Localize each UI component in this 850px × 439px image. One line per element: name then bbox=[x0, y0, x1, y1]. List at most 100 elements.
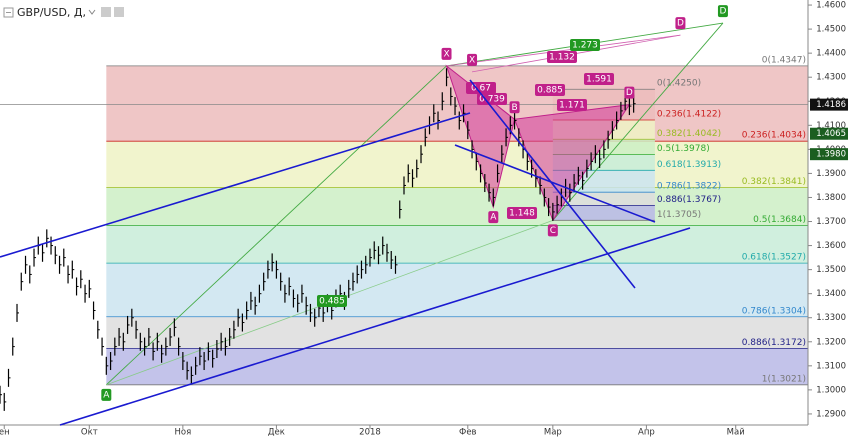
settings-icon[interactable] bbox=[101, 7, 111, 17]
fib-label: 0.618(1.3527) bbox=[742, 253, 806, 263]
x-tick-label: Фев bbox=[459, 428, 477, 438]
fib-bands bbox=[106, 65, 808, 386]
price-tag bbox=[810, 148, 848, 161]
y-tick-label: 1.3300 bbox=[816, 313, 846, 323]
ratio-label: 0.485 bbox=[319, 297, 345, 307]
ratio-label: 1.171 bbox=[559, 101, 585, 111]
point-label: D bbox=[677, 19, 684, 29]
price-axis bbox=[808, 0, 850, 439]
ratio-label: 1.132 bbox=[549, 53, 575, 63]
pattern-line bbox=[552, 22, 724, 221]
ratio-badge bbox=[570, 39, 600, 51]
ratio-badge bbox=[557, 99, 587, 111]
point-label: A bbox=[490, 213, 497, 223]
fib-band bbox=[106, 141, 808, 188]
y-tick-label: 1.3200 bbox=[816, 337, 846, 347]
pattern-line bbox=[446, 34, 681, 67]
price-tag-label: 1.4065 bbox=[816, 129, 846, 139]
fib-label: 0.382(1.3841) bbox=[742, 177, 806, 187]
fib-band bbox=[106, 187, 808, 226]
fib-label: 0.236(1.4122) bbox=[657, 110, 721, 120]
point-badge bbox=[675, 17, 686, 30]
trend-line bbox=[0, 112, 471, 258]
point-badge bbox=[509, 101, 520, 114]
symbol-title: GBP/USD, Д, bbox=[17, 6, 86, 19]
ratio-label: 1.148 bbox=[509, 209, 535, 219]
ratio-badge bbox=[477, 93, 507, 105]
y-tick-label: 1.4400 bbox=[816, 49, 846, 59]
point-label: B bbox=[511, 103, 517, 113]
settings-icon[interactable] bbox=[114, 7, 124, 17]
y-tick-label: 1.3800 bbox=[816, 193, 846, 203]
x-tick-label: Май bbox=[727, 428, 745, 438]
pattern-line bbox=[106, 65, 447, 386]
price-tag bbox=[810, 127, 848, 140]
point-badge bbox=[624, 86, 635, 99]
point-badge bbox=[547, 224, 558, 237]
x-tick-label: Апр bbox=[638, 428, 655, 438]
fib-label: 0.786(1.3304) bbox=[742, 306, 806, 316]
point-badge bbox=[717, 5, 728, 18]
x-tick-label: Ноя bbox=[175, 428, 192, 438]
fib-label: 0.382(1.4042) bbox=[657, 129, 721, 139]
fib-label: 0.786(1.3822) bbox=[657, 182, 721, 192]
point-badge bbox=[101, 388, 112, 401]
x-tick-label: ен bbox=[0, 428, 10, 438]
fib-label: 0.618(1.3913) bbox=[657, 160, 721, 170]
fib-band bbox=[106, 225, 808, 264]
y-tick-label: 1.4100 bbox=[816, 121, 846, 131]
point-label: A bbox=[103, 390, 110, 400]
point-label: D bbox=[626, 88, 633, 98]
x-tick-label: 2018 bbox=[359, 428, 381, 438]
y-tick-label: 1.3600 bbox=[816, 241, 846, 251]
fib-label: 0.886(1.3767) bbox=[657, 195, 721, 205]
fib-band bbox=[106, 316, 808, 349]
ratio-badge bbox=[584, 73, 614, 85]
ratio-label: 0.885 bbox=[537, 86, 563, 96]
fib-label: 0.886(1.3172) bbox=[742, 338, 806, 348]
fib-band bbox=[552, 192, 655, 206]
collapse-icon[interactable] bbox=[3, 7, 14, 18]
y-tick-label: 1.4300 bbox=[816, 73, 846, 83]
trend-line bbox=[469, 79, 636, 289]
fib-label: 0.5(1.3684) bbox=[753, 215, 806, 225]
trend-line bbox=[454, 144, 656, 223]
fib-label: 1(1.3705) bbox=[657, 210, 701, 220]
y-tick-label: 1.3400 bbox=[816, 289, 846, 299]
y-tick-label: 1.3700 bbox=[816, 217, 846, 227]
x-tick-label: Дек bbox=[268, 428, 285, 438]
y-tick-label: 1.2900 bbox=[816, 409, 846, 419]
fib-band bbox=[106, 263, 808, 317]
ratio-label: 0.67 bbox=[471, 84, 491, 94]
y-tick-label: 1.4500 bbox=[816, 25, 846, 35]
point-badge bbox=[488, 211, 499, 224]
ratio-badge bbox=[535, 84, 565, 96]
fib-band bbox=[106, 348, 808, 385]
y-tick-label: 1.3900 bbox=[816, 169, 846, 179]
fib-label: 0.236(1.4034) bbox=[742, 131, 806, 141]
y-tick-label: 1.3000 bbox=[816, 385, 846, 395]
ratio-label: 0.739 bbox=[479, 95, 505, 105]
point-badge bbox=[441, 47, 452, 60]
ratio-badge bbox=[547, 51, 577, 63]
y-tick-label: 1.3500 bbox=[816, 265, 846, 275]
point-badge bbox=[467, 53, 478, 66]
price-tag-label: 1.3980 bbox=[816, 150, 846, 160]
price-tag-label: 1.4186 bbox=[816, 100, 846, 110]
fib-label: 0(1.4347) bbox=[762, 55, 806, 65]
dropdown-icon[interactable] bbox=[88, 9, 96, 15]
price-tag bbox=[810, 98, 848, 111]
trend-line bbox=[59, 227, 691, 426]
ratio-badge bbox=[317, 295, 347, 307]
x-tick-label: Мар bbox=[544, 428, 562, 438]
fib-label: 1(1.3021) bbox=[762, 374, 806, 384]
ratio-label: 1.591 bbox=[586, 75, 612, 85]
ratio-label: 1.273 bbox=[572, 41, 598, 51]
x-tick-label: Окт bbox=[81, 428, 98, 438]
plot: 0(1.4347) 0.236(1.4034) 0.382(1.3841) 0.5(1… bbox=[0, 5, 808, 411]
point-label: X bbox=[469, 55, 475, 65]
point-label: D bbox=[719, 7, 726, 17]
y-tick-label: 1.3100 bbox=[816, 361, 846, 371]
